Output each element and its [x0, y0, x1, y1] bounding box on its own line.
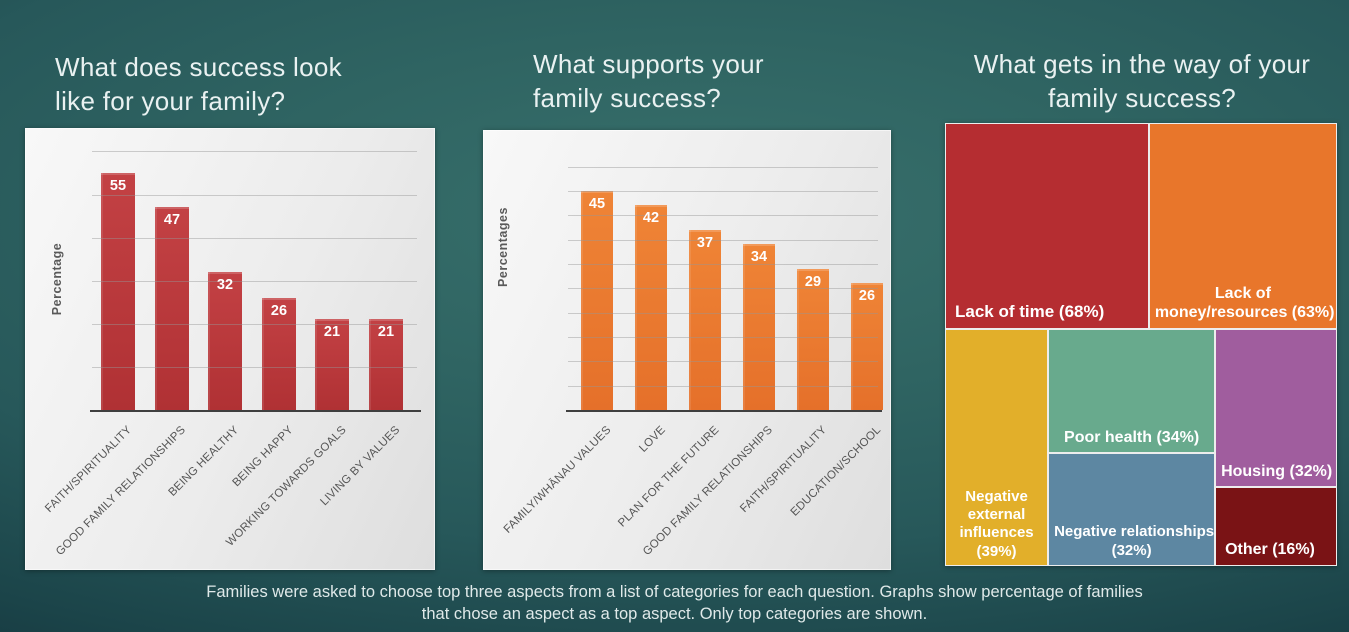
- gridline: [568, 336, 878, 338]
- bar: [797, 268, 829, 410]
- gridline: [568, 312, 878, 314]
- gridline: [568, 361, 878, 363]
- treemap-cell-label-line: money/resources (63%): [1154, 304, 1335, 322]
- treemap-cell-label-line: influences: [959, 524, 1034, 542]
- gridline: [92, 237, 417, 239]
- bar-value-label: 47: [163, 212, 181, 229]
- bar-value-label: 26: [270, 302, 288, 319]
- category-label: PLAN FOR THE FUTURE: [616, 424, 722, 530]
- bar-value-label: 29: [804, 273, 822, 290]
- x-axis-line: [566, 410, 882, 412]
- treemap-cell-label-line: external: [967, 506, 1026, 524]
- category-label: FAITH/SPIRITUALITY: [43, 424, 135, 516]
- bar: [743, 244, 775, 410]
- gridline: [568, 288, 878, 290]
- bar: [155, 207, 189, 410]
- bar-value-label: 45: [588, 195, 606, 212]
- gridline: [92, 280, 417, 282]
- caption-line-1: Families were asked to choose top three …: [206, 583, 1143, 601]
- treemap-cell: Lack of time (68%): [945, 123, 1149, 329]
- treemap-cell-label: Negative relationships (32%): [1054, 523, 1215, 560]
- obstacles-treemap: Lack of time (68%) Lack of money/resources…: [945, 123, 1337, 566]
- bar-value-label: 42: [642, 210, 660, 227]
- bar: [101, 172, 135, 410]
- bar: [689, 229, 721, 410]
- gridline: [568, 385, 878, 387]
- treemap-cell: Lack of money/resources (63%): [1148, 123, 1337, 329]
- treemap-cell-label: Negative external influences (39%): [951, 488, 1042, 561]
- bar-value-label: 37: [696, 234, 714, 251]
- treemap-cell-label-line: (39%): [976, 542, 1017, 560]
- treemap-cell: Other (16%): [1215, 487, 1337, 566]
- y-axis-title: Percentages: [496, 207, 510, 287]
- gridline: [568, 215, 878, 217]
- supports-bar-chart: Percentages 45 FAMILY/WHĀNAU VALUES 42 LOVE 3…: [483, 130, 891, 570]
- bar-value-label: 55: [109, 177, 127, 194]
- treemap-cell-label-line: Other (16%): [1225, 541, 1315, 559]
- x-axis-line: [90, 410, 421, 412]
- gridline: [92, 151, 417, 153]
- treemap-cell: Poor health (34%): [1048, 328, 1216, 454]
- treemap-cell-label-line: Negative relationships: [1054, 523, 1215, 541]
- gridline: [92, 366, 417, 368]
- gridline: [568, 239, 878, 241]
- success-bar-chart: Percentage 55 FAITH/SPIRITUALITY 47 GOOD FAM…: [25, 128, 435, 570]
- chart1-title: What does success look like for your fam…: [55, 52, 342, 116]
- gridline: [568, 190, 878, 192]
- bar-value-label: 26: [858, 288, 876, 305]
- category-label: EDUCATION/SCHOOL: [788, 424, 884, 519]
- treemap-cell-label: Lack of time (68%): [951, 302, 1143, 323]
- treemap-cell-label-line: Lack of time (68%): [955, 302, 1105, 322]
- treemap-cell-label-line: Poor health (34%): [1064, 428, 1200, 446]
- bar: [369, 319, 403, 410]
- treemap-cell: Negative relationships (32%): [1048, 453, 1216, 566]
- gridline: [92, 323, 417, 325]
- caption-line-2: that chose an aspect as a top aspect. On…: [421, 605, 928, 624]
- bar: [851, 283, 883, 410]
- bar: [315, 319, 349, 410]
- bar-value-label: 32: [216, 277, 234, 294]
- chart2-title: What supports your family success?: [533, 49, 764, 113]
- treemap-cell-label-line: (32%): [1111, 541, 1152, 559]
- caption: Families were asked to choose top three …: [0, 581, 1349, 626]
- gridline: [568, 263, 878, 265]
- bar: [581, 190, 613, 410]
- treemap-cell-label: Other (16%): [1221, 540, 1331, 560]
- chart3-title: What gets in the way of your family succ…: [973, 49, 1311, 113]
- bar-value-label: 34: [750, 249, 768, 266]
- category-label: LOVE: [636, 424, 668, 455]
- bar: [262, 297, 296, 410]
- treemap-cell-label-line: Housing (32%): [1221, 462, 1333, 480]
- bar: [208, 272, 242, 410]
- treemap-cell-label: Poor health (34%): [1054, 428, 1209, 448]
- bar: [635, 205, 667, 410]
- treemap-cell: Negative external influences (39%): [945, 328, 1049, 566]
- category-label: FAMILY/WHĀNAU VALUES: [501, 424, 614, 536]
- bar-value-label: 21: [323, 324, 341, 341]
- treemap-cell-label: Lack of money/resources (63%): [1154, 284, 1335, 323]
- treemap-cell-label-line: Lack of: [1214, 284, 1271, 302]
- treemap-cell: Housing (32%): [1215, 328, 1337, 488]
- y-axis-title: Percentage: [50, 242, 64, 316]
- bar-value-label: 21: [377, 324, 395, 341]
- treemap-cell-label: Housing (32%): [1221, 462, 1333, 482]
- gridline: [92, 194, 417, 196]
- treemap-cell-label-line: Negative: [965, 487, 1028, 505]
- gridline: [568, 166, 878, 168]
